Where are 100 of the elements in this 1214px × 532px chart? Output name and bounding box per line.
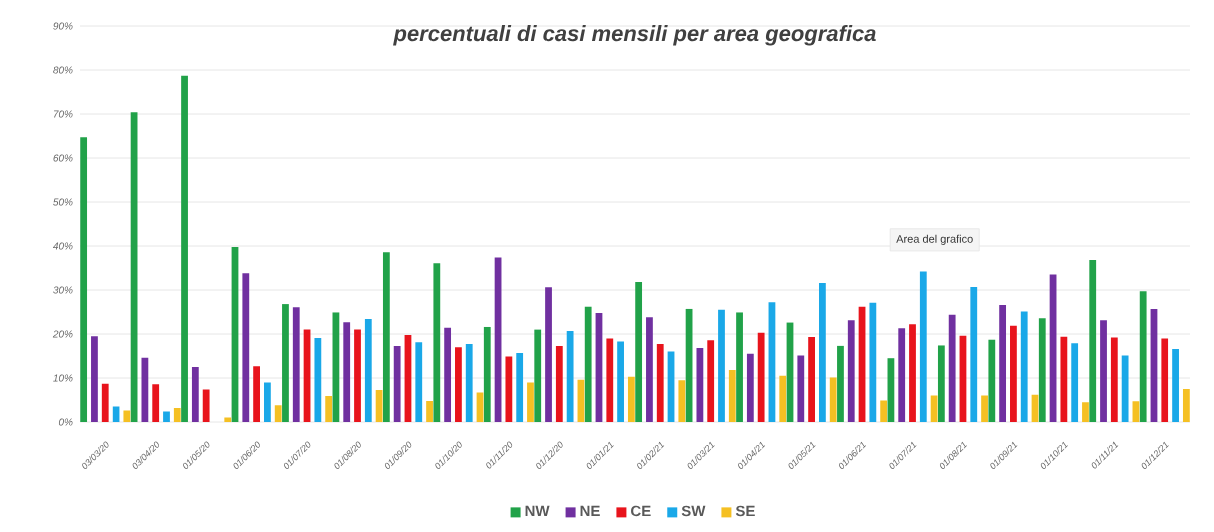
bar xyxy=(948,314,956,422)
y-tick-label: 30% xyxy=(53,286,73,294)
legend-label: SW xyxy=(681,505,706,517)
bar xyxy=(1038,318,1046,422)
bar xyxy=(1172,348,1179,422)
legend-label: NE xyxy=(580,505,600,517)
bar xyxy=(224,417,232,422)
bar xyxy=(433,263,441,422)
chart-title: percentuali di casi mensili per area geografica xyxy=(393,25,876,46)
bar xyxy=(314,337,322,422)
bar xyxy=(343,322,351,422)
bar xyxy=(1089,260,1097,422)
bar xyxy=(191,367,199,422)
annotation: Area del grafico xyxy=(896,234,973,245)
bar xyxy=(465,344,473,422)
bar xyxy=(1010,325,1017,422)
bar xyxy=(930,395,938,422)
bar xyxy=(202,389,210,422)
bar xyxy=(516,352,524,422)
bar xyxy=(1110,337,1118,422)
bar xyxy=(736,312,743,422)
bar xyxy=(566,330,574,422)
bar xyxy=(1071,343,1079,422)
bar xyxy=(545,287,552,422)
bar xyxy=(728,370,736,422)
bar xyxy=(808,337,815,422)
bar xyxy=(354,329,361,422)
bar xyxy=(1182,389,1190,422)
y-tick-label: 20% xyxy=(52,330,73,338)
bar xyxy=(1100,320,1107,422)
bar xyxy=(444,327,452,422)
bar xyxy=(880,400,888,422)
bar xyxy=(242,273,250,422)
bar xyxy=(1082,402,1089,422)
bar xyxy=(757,332,765,422)
bar xyxy=(364,319,372,422)
bar xyxy=(627,376,635,422)
bar xyxy=(779,375,787,422)
bar xyxy=(584,306,592,422)
bar xyxy=(141,357,149,422)
legend-label: CE xyxy=(631,505,651,517)
bar xyxy=(981,395,988,422)
bar xyxy=(1161,338,1169,422)
bar xyxy=(696,348,704,422)
y-tick-label: 50% xyxy=(53,198,73,206)
bar xyxy=(970,286,978,422)
y-tick-label: 40% xyxy=(52,242,73,250)
bar xyxy=(635,282,643,422)
bar xyxy=(646,317,653,422)
bar xyxy=(91,336,98,422)
bar xyxy=(264,382,271,422)
bar xyxy=(718,309,725,422)
bar xyxy=(375,389,383,422)
bar xyxy=(678,380,686,422)
y-tick-label: 10% xyxy=(53,374,73,382)
bar xyxy=(555,345,563,422)
bar xyxy=(1020,311,1028,422)
bar xyxy=(163,411,170,422)
bar xyxy=(181,75,188,422)
bar xyxy=(999,304,1007,422)
bar xyxy=(656,344,664,422)
legend-label: NW xyxy=(525,505,550,517)
bar xyxy=(746,353,754,422)
bar xyxy=(415,342,423,422)
bar xyxy=(919,271,927,422)
bar xyxy=(534,329,542,422)
bar xyxy=(325,396,333,422)
bar xyxy=(483,326,491,422)
y-tick-label: 70% xyxy=(53,110,73,118)
bar xyxy=(617,341,624,422)
bar xyxy=(173,407,181,422)
y-tick-label: 60% xyxy=(53,154,73,162)
bar xyxy=(847,320,855,422)
y-tick-label: 0% xyxy=(58,418,73,426)
bar xyxy=(292,307,300,422)
bar xyxy=(527,382,534,422)
legend-label: SE xyxy=(735,505,755,517)
bar xyxy=(829,377,837,422)
bar xyxy=(937,345,945,422)
bar xyxy=(606,338,614,422)
bar xyxy=(101,383,109,422)
bar xyxy=(797,355,805,422)
bar xyxy=(274,405,282,422)
bar xyxy=(819,282,826,422)
bar xyxy=(1121,355,1129,422)
bar xyxy=(253,366,260,422)
bar xyxy=(382,252,390,422)
bar xyxy=(123,410,131,422)
bar xyxy=(282,304,289,422)
bar xyxy=(1139,291,1147,422)
bar xyxy=(837,345,844,422)
bar xyxy=(152,384,160,422)
bar xyxy=(707,340,715,422)
bar xyxy=(869,302,877,422)
bar xyxy=(426,400,433,422)
bar xyxy=(909,324,916,422)
y-tick-label: 90% xyxy=(53,22,73,30)
bar xyxy=(988,339,996,422)
bar xyxy=(393,345,401,422)
bar xyxy=(1060,336,1068,422)
